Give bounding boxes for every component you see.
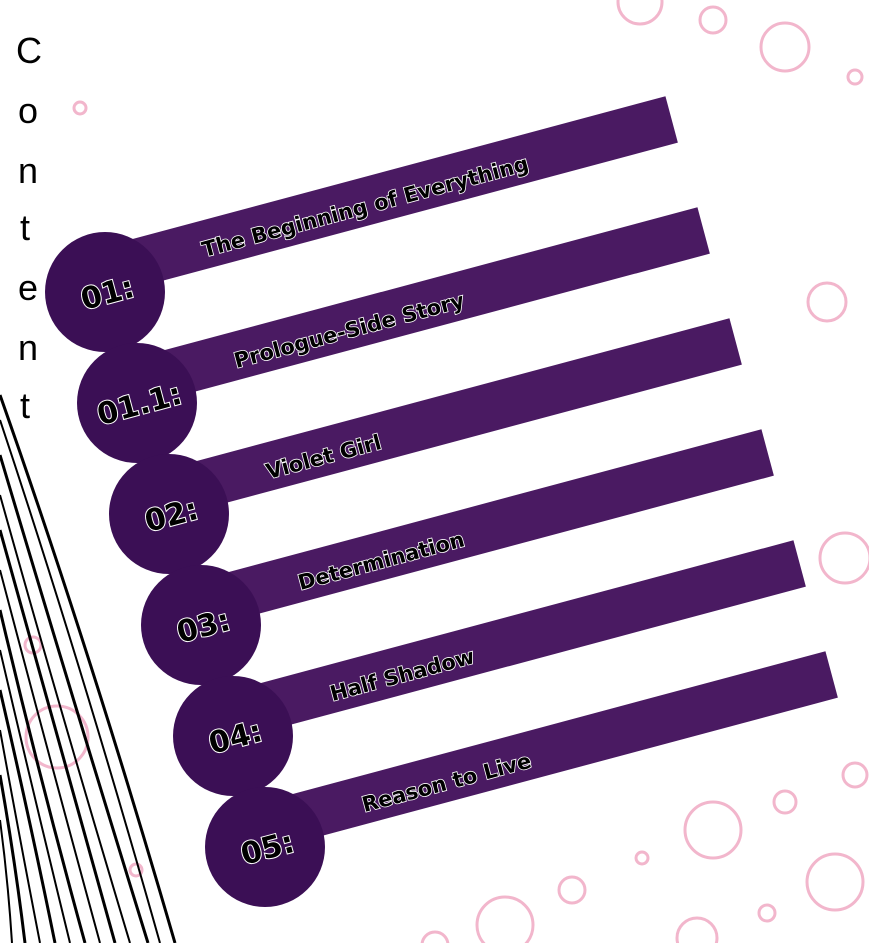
title-letter: C bbox=[16, 30, 42, 71]
chapter-number-circle bbox=[205, 787, 325, 907]
chapter-bar bbox=[221, 540, 806, 740]
chapter-bar bbox=[93, 96, 678, 296]
page-title: C o n t e n t bbox=[16, 30, 42, 426]
chapter-bar bbox=[157, 318, 742, 518]
chapter-number-circle bbox=[109, 454, 229, 574]
title-letter: n bbox=[18, 150, 38, 191]
chapter-item[interactable]: 01.1:Prologue-Side Story bbox=[77, 207, 710, 463]
decorative-lines bbox=[0, 394, 177, 943]
chapter-title[interactable]: The Beginning of Everything bbox=[199, 151, 532, 263]
chapter-bar bbox=[253, 651, 838, 851]
chapter-number-circle bbox=[77, 343, 197, 463]
title-letter: o bbox=[18, 90, 38, 131]
title-letter: n bbox=[18, 327, 38, 368]
chapter-number-circle bbox=[45, 232, 165, 352]
chapter-bar bbox=[189, 429, 774, 629]
chapter-bar bbox=[125, 207, 710, 407]
title-letter: e bbox=[18, 267, 38, 308]
title-letter: t bbox=[20, 207, 30, 248]
chapter-number-circle bbox=[173, 676, 293, 796]
title-letter: t bbox=[20, 385, 30, 426]
chapter-item[interactable]: 02:Violet Girl bbox=[109, 318, 742, 574]
chapter-number-circle bbox=[141, 565, 261, 685]
